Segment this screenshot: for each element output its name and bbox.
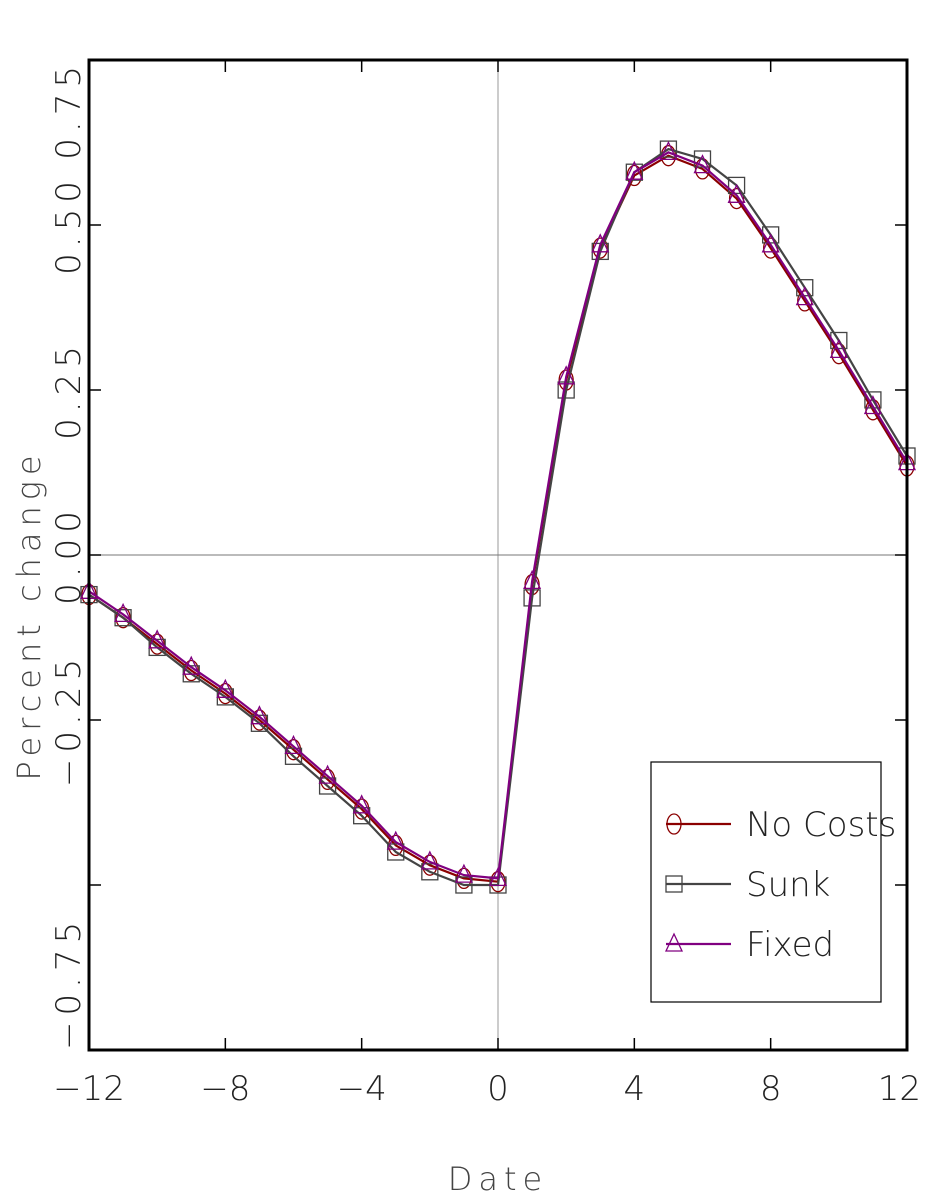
data-point-triangle xyxy=(795,286,814,306)
data-point-circle xyxy=(115,607,131,629)
legend-label: Fixed xyxy=(746,925,834,965)
data-point-square xyxy=(421,863,439,881)
data-point-triangle xyxy=(659,140,678,161)
series-fixed xyxy=(79,140,917,887)
axis-ticks xyxy=(88,59,908,1051)
data-point-triangle xyxy=(114,602,133,623)
data-point-triangle xyxy=(420,850,439,870)
data-point-triangle xyxy=(250,705,269,725)
data-point-square xyxy=(318,777,337,795)
legend-label: Sunk xyxy=(746,865,830,905)
x-tick-label: 12 xyxy=(878,1069,921,1109)
data-point-triangle xyxy=(488,866,508,887)
y-tick-label: −0.75 xyxy=(49,916,89,1050)
data-point-square xyxy=(625,163,643,181)
y-tick-labels: −0.75 −0.25 0.00 0.25 0.50 0.75 xyxy=(49,60,89,1050)
data-point-circle xyxy=(626,164,642,187)
data-point-triangle xyxy=(318,764,337,784)
data-point-triangle xyxy=(284,734,303,755)
data-point-triangle xyxy=(523,569,542,590)
data-point-triangle xyxy=(591,233,610,253)
y-tick-label: 0.00 xyxy=(49,505,89,605)
data-point-circle xyxy=(251,709,268,731)
legend-item: Sunk xyxy=(665,865,830,905)
data-point-circle xyxy=(149,633,165,655)
data-point-triangle xyxy=(863,394,882,415)
data-point-triangle xyxy=(625,160,644,180)
x-tick-label: −12 xyxy=(53,1069,125,1109)
data-point-square xyxy=(284,747,303,765)
legend: No Costs Sunk Fixed xyxy=(650,761,896,1003)
series-line xyxy=(88,151,908,880)
legend-marker-circle xyxy=(666,813,682,835)
x-tick-label: −4 xyxy=(337,1069,387,1109)
data-point-square xyxy=(455,876,473,894)
y-tick-label: 0.50 xyxy=(49,175,89,275)
data-point-circle xyxy=(183,659,199,682)
data-point-triangle xyxy=(761,233,780,253)
x-tick-labels: −12 −8 −4 0 4 8 12 xyxy=(53,1069,921,1109)
data-point-triangle xyxy=(216,678,235,698)
x-tick-label: 4 xyxy=(624,1069,646,1109)
y-tick-label: 0.25 xyxy=(49,340,89,440)
legend-item: Fixed xyxy=(664,925,834,965)
data-point-circle xyxy=(592,237,608,259)
data-point-square xyxy=(727,176,746,195)
data-point-square xyxy=(387,843,405,861)
data-point-circle xyxy=(456,867,472,890)
data-point-triangle xyxy=(557,365,576,385)
legend-item: No Costs xyxy=(666,805,896,845)
legend-box xyxy=(650,761,882,1003)
data-point-circle xyxy=(217,682,233,705)
x-tick-label: 0 xyxy=(487,1069,509,1109)
data-point-triangle xyxy=(829,338,848,359)
data-point-triangle xyxy=(693,154,712,174)
x-axis-title: Date xyxy=(448,1160,548,1198)
legend-label: No Costs xyxy=(746,805,896,845)
data-point-triangle xyxy=(148,629,167,649)
x-tick-label: −8 xyxy=(200,1069,250,1109)
data-point-circle xyxy=(797,290,813,312)
data-point-circle xyxy=(728,187,745,210)
x-tick-label: 8 xyxy=(760,1069,782,1109)
data-point-triangle xyxy=(454,863,473,883)
y-tick-label: 0.75 xyxy=(49,60,89,160)
y-tick-label: −0.25 xyxy=(49,653,89,787)
data-point-triangle xyxy=(386,830,405,850)
legend-marker-square xyxy=(665,875,683,893)
y-axis-title: Percent change xyxy=(10,449,48,780)
series-group xyxy=(79,140,917,894)
data-point-triangle xyxy=(352,794,371,814)
data-point-square xyxy=(114,609,132,627)
data-point-circle xyxy=(763,237,779,259)
data-point-triangle xyxy=(182,655,201,675)
data-point-triangle xyxy=(727,183,746,203)
legend-marker-triangle xyxy=(664,932,684,952)
